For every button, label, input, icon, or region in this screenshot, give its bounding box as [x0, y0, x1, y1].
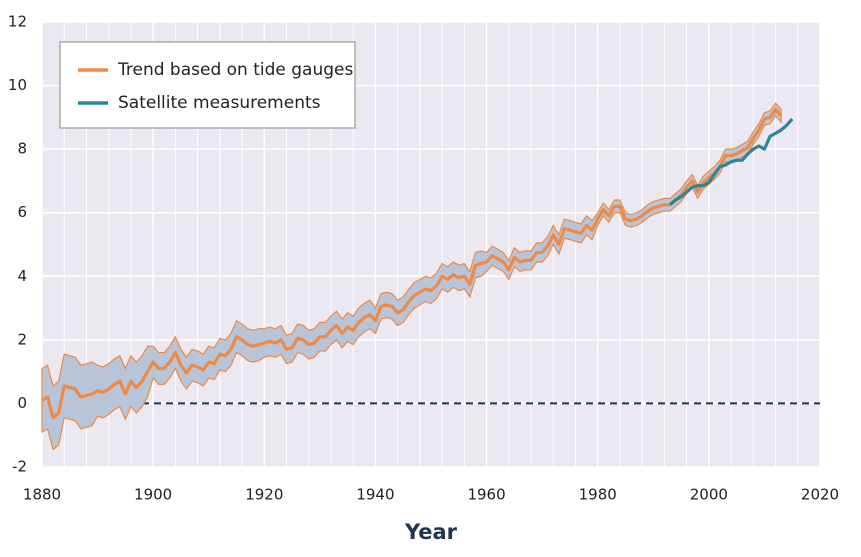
y-tick-label: 8	[17, 140, 27, 158]
legend-box	[59, 41, 356, 129]
x-tick-label: 1920	[245, 486, 283, 504]
y-tick-label: 10	[8, 76, 27, 94]
x-axis-title: Year	[404, 520, 458, 544]
x-tick-label: 1980	[579, 486, 617, 504]
x-tick-label: 2000	[690, 486, 728, 504]
x-tick-label: 1880	[23, 486, 61, 504]
y-tick-label: 6	[17, 203, 27, 221]
x-tick-label: 1960	[467, 486, 505, 504]
series-line	[668, 117, 794, 206]
y-tick-label: -2	[12, 458, 27, 476]
x-tick-label: 1940	[356, 486, 394, 504]
y-tick-label: 12	[8, 13, 27, 31]
y-tick-label: 2	[17, 330, 27, 348]
x-tick-label: 2020	[801, 486, 839, 504]
y-tick-label: 0	[17, 394, 27, 412]
legend-label: Satellite measurements	[118, 93, 321, 113]
uncertainty-band	[41, 102, 782, 451]
x-tick-label: 1900	[134, 486, 172, 504]
legend-label: Trend based on tide gauges	[117, 60, 354, 80]
y-tick-label: 4	[17, 267, 27, 285]
series-line	[41, 107, 783, 420]
